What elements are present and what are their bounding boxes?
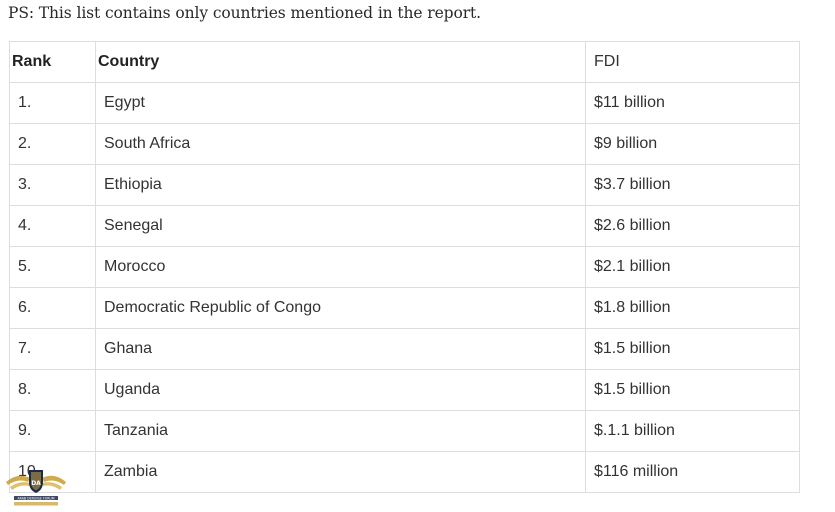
rank-cell: 7. xyxy=(9,328,96,370)
fdi-cell: $.1.1 billion xyxy=(585,410,800,452)
header-fdi: FDI xyxy=(585,41,800,83)
header-country: Country xyxy=(95,41,586,83)
fdi-cell: $2.1 billion xyxy=(585,246,800,288)
table-row: 7. Ghana $1.5 billion xyxy=(9,328,800,370)
rank-cell: 5. xyxy=(9,246,96,288)
table-row: 4. Senegal $2.6 billion xyxy=(9,205,800,247)
fdi-cell: $116 million xyxy=(585,451,800,493)
rank-cell: 9. xyxy=(9,410,96,452)
forum-watermark-logo: DA ARAB DEFENSE FORUM xyxy=(6,470,66,506)
rank-cell: 2. xyxy=(9,123,96,165)
fdi-table: Rank Country FDI 1. Egypt $11 billion 2.… xyxy=(9,41,800,493)
country-cell: South Africa xyxy=(95,123,586,165)
table-row: 8. Uganda $1.5 billion xyxy=(9,369,800,411)
country-cell: Ethiopia xyxy=(95,164,586,206)
fdi-cell: $1.8 billion xyxy=(585,287,800,329)
table-row: 2. South Africa $9 billion xyxy=(9,123,800,165)
table-row: 1. Egypt $11 billion xyxy=(9,82,800,124)
fdi-cell: $1.5 billion xyxy=(585,369,800,411)
rank-cell: 3. xyxy=(9,164,96,206)
fdi-cell: $1.5 billion xyxy=(585,328,800,370)
country-cell: Ghana xyxy=(95,328,586,370)
rank-cell: 1. xyxy=(9,82,96,124)
country-cell: Tanzania xyxy=(95,410,586,452)
country-cell: Egypt xyxy=(95,82,586,124)
rank-cell: 6. xyxy=(9,287,96,329)
table-row: 3. Ethiopia $3.7 billion xyxy=(9,164,800,206)
country-cell: Democratic Republic of Congo xyxy=(95,287,586,329)
country-cell: Senegal xyxy=(95,205,586,247)
fdi-cell: $9 billion xyxy=(585,123,800,165)
svg-text:ARAB DEFENSE FORUM: ARAB DEFENSE FORUM xyxy=(17,496,54,500)
rank-cell: 8. xyxy=(9,369,96,411)
fdi-cell: $3.7 billion xyxy=(585,164,800,206)
country-cell: Morocco xyxy=(95,246,586,288)
header-rank: Rank xyxy=(9,41,96,83)
rank-cell: 4. xyxy=(9,205,96,247)
table-row: 6. Democratic Republic of Congo $1.8 bil… xyxy=(9,287,800,329)
list-note: PS: This list contains only countries me… xyxy=(8,4,482,22)
country-cell: Uganda xyxy=(95,369,586,411)
table-row: 5. Morocco $2.1 billion xyxy=(9,246,800,288)
table-row: 10. Zambia $116 million xyxy=(9,451,800,493)
table-header-row: Rank Country FDI xyxy=(9,41,800,83)
table-row: 9. Tanzania $.1.1 billion xyxy=(9,410,800,452)
country-cell: Zambia xyxy=(95,451,586,493)
fdi-cell: $11 billion xyxy=(585,82,800,124)
fdi-cell: $2.6 billion xyxy=(585,205,800,247)
svg-text:DA: DA xyxy=(31,480,41,487)
